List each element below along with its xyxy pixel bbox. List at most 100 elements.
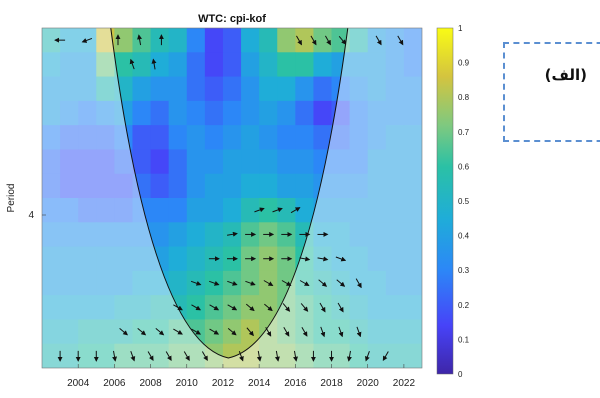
phase-arrow [397, 35, 404, 46]
heat-cell-inside [313, 125, 333, 151]
heat-cell [78, 173, 97, 199]
x-tick-label: 2014 [248, 378, 271, 389]
phase-arrow [209, 304, 220, 311]
heat-cell-inside [241, 173, 260, 199]
heat-cell [60, 52, 79, 78]
heat-cell-inside [259, 173, 278, 199]
heat-cell [331, 125, 351, 151]
heat-cell [331, 149, 351, 175]
heat-cell [331, 222, 351, 248]
heat-cell-inside [132, 149, 152, 175]
heat-cell [367, 343, 387, 368]
heat-cell [96, 76, 115, 102]
heat-cell [277, 343, 296, 368]
heat-cell-inside [150, 76, 170, 102]
phase-arrow [137, 327, 147, 336]
heat-cell-inside [331, 28, 348, 53]
heat-cell-inside [295, 173, 315, 199]
colorbar-tick-label: 0.1 [458, 335, 470, 344]
heat-cell-inside [168, 246, 188, 272]
heat-cell [295, 343, 315, 368]
heat-cell [96, 125, 115, 151]
colorbar-tick-label: 0.2 [458, 301, 470, 310]
heat-cell [96, 149, 115, 175]
heat-cell [60, 222, 79, 248]
heat-cell [349, 246, 369, 272]
heat-cell [60, 76, 79, 102]
heat-cell-inside [150, 125, 170, 151]
heat-cell [114, 295, 134, 321]
heat-cell [78, 295, 97, 321]
heat-cell-inside [259, 100, 278, 126]
heat-cell [367, 198, 387, 223]
heat-cell-inside [277, 100, 296, 126]
heat-cell [78, 100, 97, 126]
phase-arrow [274, 350, 280, 362]
colorbar-tick-label: 0.4 [458, 232, 470, 241]
phase-arrow [365, 350, 370, 362]
heat-cell-inside [259, 149, 278, 175]
heat-cell [403, 270, 422, 296]
heat-cell-inside [295, 76, 315, 102]
phase-arrow [336, 279, 346, 287]
heat-cell [403, 76, 422, 102]
heat-cell [96, 100, 115, 126]
heat-cell [367, 246, 387, 272]
heat-cell-inside [277, 52, 296, 78]
heat-cell [42, 270, 61, 296]
heat-cell [367, 125, 387, 151]
phase-arrow [263, 280, 274, 287]
heat-cell-inside [313, 52, 333, 78]
x-tick-label: 2010 [176, 378, 199, 389]
phase-arrow [335, 256, 347, 262]
heat-cell-inside [204, 76, 224, 102]
heat-cell [132, 295, 152, 321]
phase-arrow [137, 34, 143, 46]
heat-cell-inside [132, 28, 152, 53]
phase-arrow [226, 231, 238, 237]
heat-cell-inside [222, 100, 242, 126]
heat-cell [403, 222, 422, 248]
heat-cell-inside [186, 125, 206, 151]
phase-arrow [301, 326, 308, 337]
heat-cell-inside [222, 198, 242, 223]
heat-cell [349, 173, 369, 199]
phase-arrow [293, 350, 298, 362]
heat-cell-inside [313, 76, 333, 102]
phase-arrow [227, 327, 237, 336]
heat-cell [367, 149, 387, 175]
heat-cell [349, 52, 369, 78]
heat-cell [114, 270, 134, 296]
heat-cell [385, 319, 405, 345]
heat-cell [313, 198, 333, 223]
phase-arrow [190, 280, 202, 286]
phase-arrow [281, 280, 292, 287]
heat-cell [385, 198, 405, 223]
heat-cell [96, 52, 115, 78]
heat-cell [42, 343, 61, 368]
heat-cell-inside [150, 100, 170, 126]
heat-cell [349, 28, 369, 53]
heat-cell [96, 173, 115, 199]
heat-cell-inside [186, 173, 206, 199]
cone-of-influence [110, 27, 349, 359]
heat-cell-inside [132, 52, 152, 78]
heat-cell [385, 222, 405, 248]
phase-arrow [272, 207, 283, 213]
y-axis-label: Period [6, 184, 17, 213]
heat-cell [385, 173, 405, 199]
phase-arrow [310, 35, 317, 46]
heat-cell-inside [259, 76, 278, 102]
heat-cell [114, 149, 134, 175]
heat-cell [349, 149, 369, 175]
heat-cell-inside [204, 100, 224, 126]
heat-cell-inside [186, 52, 206, 78]
x-tick-label: 2022 [393, 378, 416, 389]
heat-cell [331, 343, 351, 368]
heat-cell-inside [150, 222, 170, 248]
heat-cell-inside [186, 28, 206, 53]
heat-cell [168, 343, 188, 368]
phase-arrow [238, 350, 244, 362]
heat-cell [60, 295, 79, 321]
colorbar-tick-label: 0.3 [458, 266, 470, 275]
